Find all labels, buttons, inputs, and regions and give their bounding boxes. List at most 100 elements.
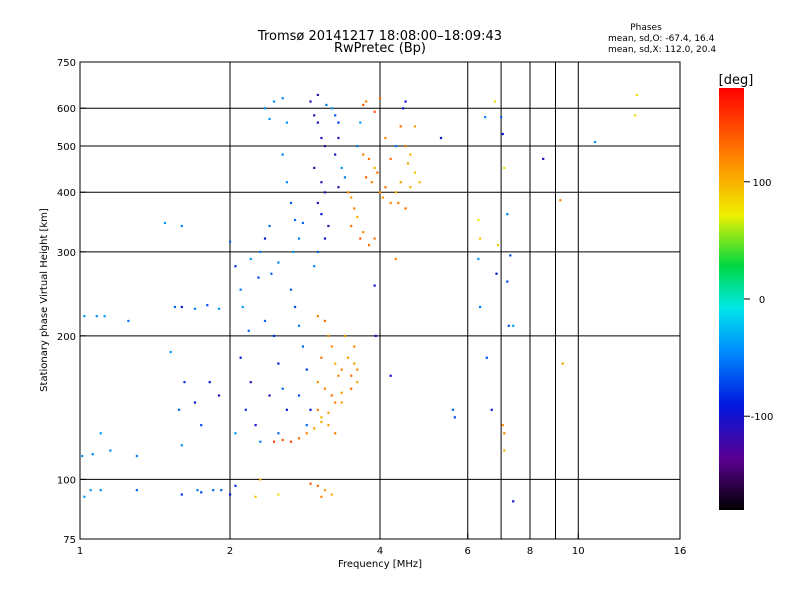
data-point — [109, 449, 112, 452]
data-point — [337, 186, 340, 189]
data-point — [135, 454, 138, 458]
data-point — [381, 196, 384, 199]
data-point — [249, 257, 252, 261]
data-point — [484, 116, 487, 119]
data-point — [277, 493, 280, 496]
data-point — [297, 324, 301, 327]
data-point — [323, 489, 327, 492]
data-point — [362, 103, 365, 107]
phases-x-stats: mean, sd,X: 112.0, 20.4 — [608, 45, 716, 55]
data-point — [257, 276, 260, 279]
data-point — [512, 500, 515, 503]
data-point — [343, 176, 347, 179]
data-point — [495, 272, 498, 275]
data-point — [501, 424, 504, 427]
data-point — [200, 491, 203, 494]
y-tick-label: 300 — [57, 248, 76, 259]
data-point — [353, 345, 356, 348]
data-point — [81, 454, 84, 458]
data-point — [206, 304, 209, 307]
data-point — [500, 116, 503, 119]
data-point — [89, 489, 92, 492]
colorbar-tick-label: -100 — [751, 412, 774, 423]
data-point — [334, 114, 337, 117]
data-point — [373, 284, 376, 287]
data-point — [330, 394, 333, 397]
data-point — [320, 136, 323, 140]
data-point — [234, 432, 237, 435]
x-tick-label: 8 — [527, 546, 533, 557]
data-point — [259, 478, 262, 481]
data-point — [103, 315, 106, 318]
data-point — [313, 166, 316, 170]
data-point — [389, 201, 392, 205]
data-point — [356, 215, 359, 219]
data-point — [334, 432, 337, 435]
data-point — [239, 356, 242, 359]
data-point — [356, 381, 359, 384]
data-point — [367, 157, 371, 161]
data-point — [316, 315, 319, 318]
data-point — [316, 121, 319, 124]
data-point — [439, 136, 443, 140]
data-point — [196, 489, 199, 492]
data-point — [507, 324, 510, 327]
data-point — [327, 224, 330, 228]
data-point — [293, 305, 297, 309]
data-point — [316, 93, 319, 97]
data-point — [634, 114, 637, 117]
data-point — [343, 334, 347, 338]
data-point — [330, 493, 333, 496]
data-point — [305, 432, 308, 435]
data-point — [316, 201, 319, 205]
data-point — [384, 136, 387, 140]
data-point — [200, 424, 203, 427]
data-point — [406, 162, 410, 165]
data-point — [323, 319, 327, 323]
data-point — [323, 237, 327, 240]
data-point — [409, 153, 412, 156]
data-point — [270, 272, 273, 275]
data-point — [99, 432, 102, 435]
phases-heading: Phases — [630, 23, 662, 33]
data-point — [135, 489, 138, 492]
data-point — [334, 153, 337, 156]
data-point — [91, 453, 94, 456]
data-point — [239, 288, 242, 291]
data-point — [95, 315, 98, 318]
data-point — [404, 100, 407, 103]
data-point — [404, 207, 407, 210]
x-tick-label: 6 — [465, 546, 471, 557]
data-point — [297, 437, 301, 440]
data-point — [289, 201, 293, 205]
data-point — [263, 319, 267, 323]
data-point — [263, 237, 267, 240]
data-point — [289, 440, 293, 443]
data-point — [399, 125, 402, 128]
gridlines — [80, 62, 680, 539]
data-point — [367, 244, 371, 247]
data-point — [309, 100, 312, 103]
colorbar — [719, 88, 744, 510]
y-tick-label: 75 — [63, 535, 76, 546]
data-point — [501, 132, 504, 136]
data-point — [183, 381, 186, 384]
data-point — [193, 401, 197, 404]
data-point — [399, 181, 402, 184]
data-point — [353, 362, 356, 365]
data-point — [285, 408, 288, 411]
data-point — [379, 97, 382, 100]
data-point — [268, 117, 271, 121]
data-point — [593, 140, 597, 144]
data-point — [244, 408, 247, 411]
data-point — [277, 432, 280, 435]
data-point — [301, 221, 305, 225]
y-tick-label: 500 — [57, 142, 76, 153]
data-point — [325, 103, 328, 107]
phases-o-stats: mean, sd,O: -67.4, 16.4 — [608, 34, 715, 44]
x-tick-label: 10 — [572, 546, 585, 557]
data-point — [316, 408, 319, 411]
data-point — [340, 391, 343, 394]
data-point — [234, 265, 237, 268]
y-tick-label: 600 — [57, 104, 76, 115]
